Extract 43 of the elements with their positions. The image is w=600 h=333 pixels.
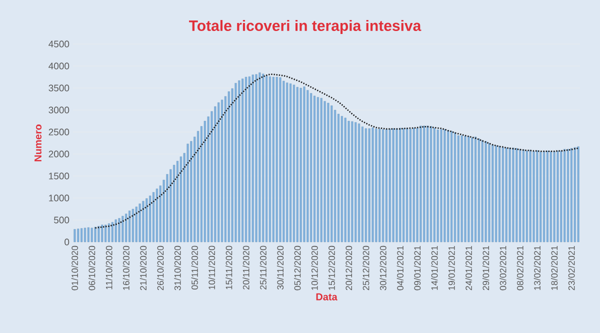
x-tick-label: 23/02/2021 — [568, 246, 575, 290]
y-tick-label: 2500 — [48, 128, 70, 136]
x-tick-label: 13/02/2021 — [534, 246, 540, 290]
x-tick-label: 15/11/2020 — [226, 246, 232, 290]
x-tick-label: 01/10/2020 — [71, 246, 78, 290]
x-axis-title: Data — [316, 293, 338, 300]
y-tick-label: 4000 — [48, 62, 70, 70]
y-tick-label: 0 — [64, 238, 70, 246]
x-tick-label: 20/12/2020 — [345, 246, 352, 290]
y-tick-label: 4500 — [48, 40, 70, 48]
y-tick-label: 2000 — [48, 150, 70, 158]
x-tick-label: 29/01/2021 — [482, 246, 490, 290]
x-tick-label: 30/12/2020 — [380, 246, 386, 290]
x-tick-label: 31/10/2020 — [174, 246, 181, 290]
y-tick-label: 3500 — [48, 84, 70, 92]
x-tick-label: 11/10/2020 — [106, 246, 112, 290]
x-tick-label: 20/11/2020 — [242, 246, 250, 290]
x-tick-label: 03/02/2021 — [500, 246, 506, 290]
x-tick-label: 16/10/2020 — [122, 246, 130, 290]
x-tick-label: 08/02/2021 — [516, 246, 524, 290]
x-tick-label: 04/01/2021 — [396, 246, 404, 290]
x-tick-label: 26/10/2020 — [157, 246, 164, 290]
y-tick-label: 1000 — [49, 194, 70, 202]
y-tick-label: 1500 — [49, 172, 70, 180]
y-tick-label: 3000 — [48, 106, 70, 114]
x-tick-label: 25/11/2020 — [260, 246, 266, 290]
y-tick-label: 500 — [54, 216, 70, 224]
x-tick-label: 24/01/2021 — [465, 246, 472, 290]
x-tick-label: 15/12/2020 — [328, 246, 335, 290]
x-tick-label: 05/11/2020 — [191, 246, 198, 290]
x-tick-label: 18/02/2021 — [551, 246, 558, 290]
x-tick-label: 09/01/2021 — [414, 246, 421, 290]
x-tick-label: 10/11/2020 — [208, 246, 216, 290]
x-tick-label: 25/12/2020 — [362, 246, 370, 290]
x-tick-label: 21/10/2020 — [140, 246, 147, 290]
x-tick-label: 19/01/2021 — [448, 246, 455, 290]
x-tick-label: 05/12/2020 — [294, 246, 301, 290]
x-tick-label: 14/01/2021 — [431, 246, 438, 290]
x-tick-label: 06/10/2020 — [88, 246, 96, 290]
y-axis-title: Numero — [34, 124, 42, 162]
x-tick-label: 10/12/2020 — [311, 246, 318, 290]
chart-title: Totale ricoveri in terapia intesiva — [189, 20, 422, 34]
x-tick-label: 30/11/2020 — [276, 246, 284, 290]
